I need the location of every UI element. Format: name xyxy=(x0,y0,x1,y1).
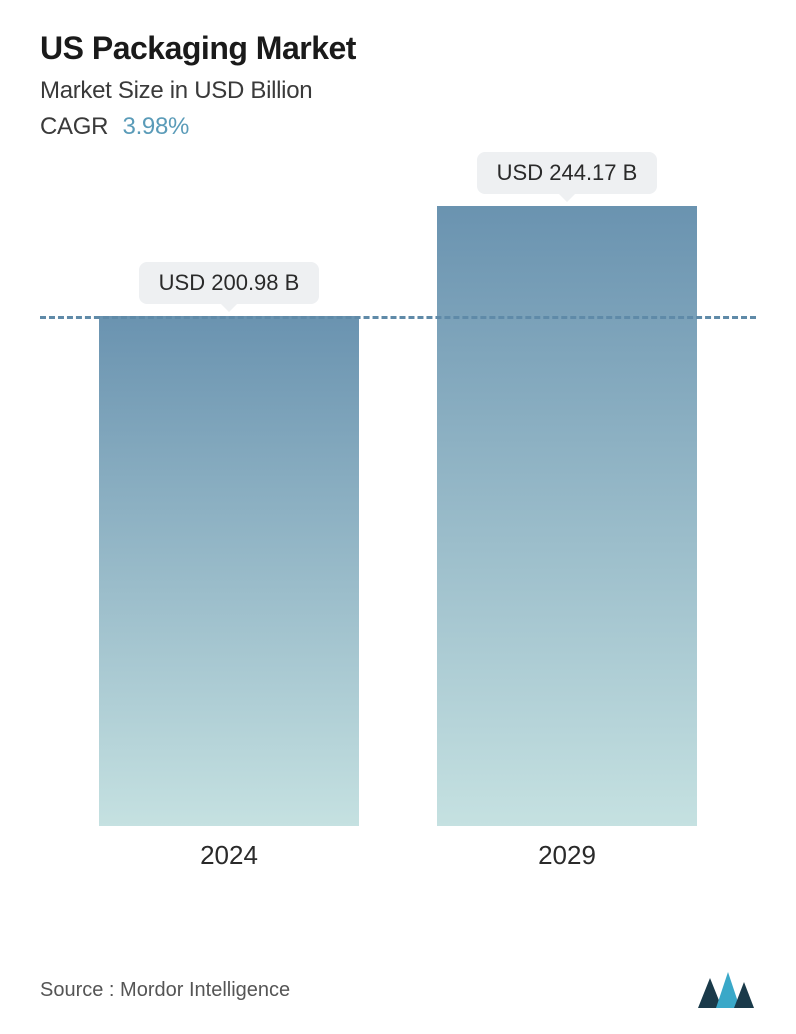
bar-x-label: 2024 xyxy=(200,840,258,871)
bar xyxy=(437,206,697,826)
chart-subtitle: Market Size in USD Billion xyxy=(40,77,756,105)
source-label: Source : xyxy=(40,979,114,1001)
source-text: Source : Mordor Intelligence xyxy=(40,979,290,1002)
cagr-row: CAGR 3.98% xyxy=(40,113,756,141)
bar-value-label: USD 200.98 B xyxy=(139,262,320,304)
bar-group-2024: USD 200.98 B 2024 xyxy=(99,262,359,871)
bar xyxy=(99,316,359,826)
bar-group-2029: USD 244.17 B 2029 xyxy=(437,152,697,871)
chart-footer: Source : Mordor Intelligence xyxy=(40,970,756,1010)
chart-title: US Packaging Market xyxy=(40,30,756,67)
cagr-value: 3.98% xyxy=(123,113,190,140)
source-name-value: Mordor Intelligence xyxy=(120,979,290,1001)
brand-logo-icon xyxy=(696,970,756,1010)
reference-line xyxy=(40,316,756,319)
cagr-label: CAGR xyxy=(40,113,108,140)
bars-container: USD 200.98 B2024USD 244.17 B2029 xyxy=(40,211,756,871)
bar-x-label: 2029 xyxy=(538,840,596,871)
bar-value-label: USD 244.17 B xyxy=(477,152,658,194)
chart-area: USD 200.98 B2024USD 244.17 B2029 xyxy=(40,211,756,911)
